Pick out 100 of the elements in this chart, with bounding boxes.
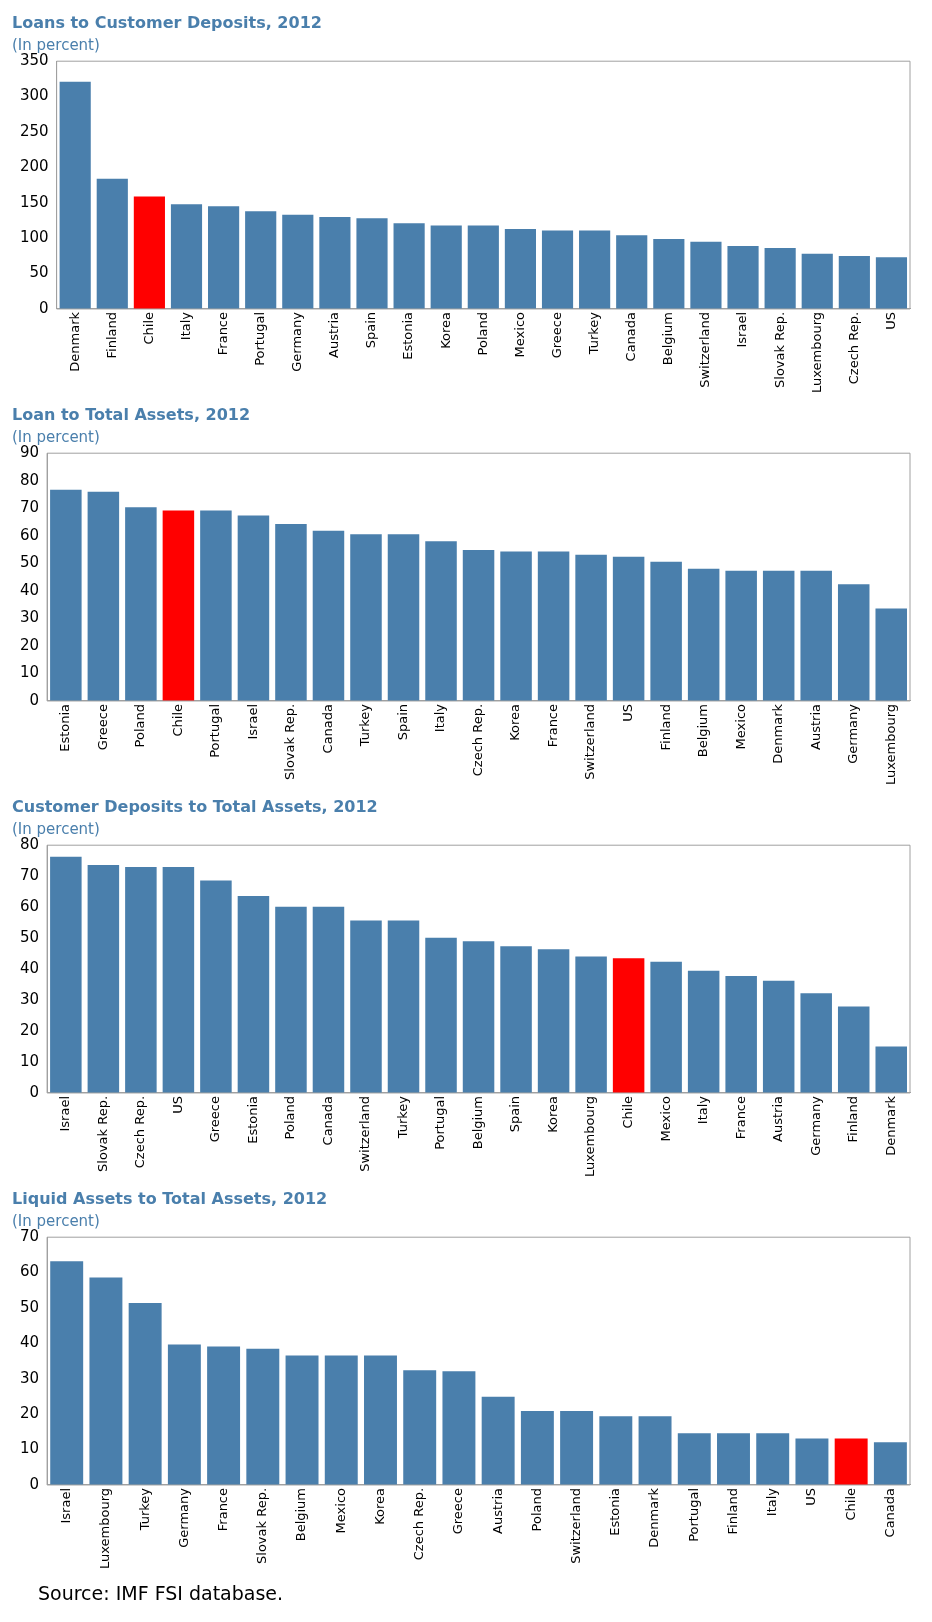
bar [579, 230, 611, 309]
x-tick-label: Slovak Rep. [771, 311, 787, 388]
x-tick-label: Korea [544, 1095, 560, 1133]
y-tick-label: 40 [19, 958, 40, 977]
bar [125, 507, 157, 701]
bar [650, 561, 682, 701]
bar [837, 584, 870, 701]
bar [364, 1355, 397, 1485]
x-tick-label: Czech Rep. [411, 1487, 427, 1561]
y-tick-label: 30 [19, 1368, 40, 1387]
x-tick-label: Chile [169, 703, 185, 737]
x-tick-label: Estonia [400, 311, 416, 360]
x-tick-label: Canada [319, 1095, 335, 1146]
bar [762, 980, 795, 1093]
bar [319, 216, 351, 309]
bar [207, 1346, 241, 1485]
x-tick-label: Portugal [207, 703, 223, 758]
bar [612, 958, 645, 1093]
bar [537, 551, 570, 701]
x-tick-label: Belgium [695, 703, 711, 758]
x-tick-label: Mexico [657, 1095, 673, 1142]
bar [245, 211, 277, 309]
x-tick-label: Spain [507, 1095, 523, 1133]
x-tick-label: France [732, 1095, 748, 1140]
x-tick-label: Austria [770, 1095, 786, 1142]
chart-title: Liquid Assets to Total Assets, 2012 [12, 1188, 328, 1208]
bar [89, 1277, 123, 1485]
bar [403, 1370, 437, 1485]
bar [800, 570, 832, 701]
x-tick-label: Slovak Rep. [254, 1487, 270, 1564]
x-tick-label: Switzerland [697, 311, 713, 388]
bar [275, 523, 307, 701]
bar [393, 223, 425, 309]
x-tick-label: Turkey [357, 703, 373, 748]
x-tick-label: Denmark [646, 1487, 662, 1548]
x-tick-label: US [619, 703, 635, 722]
bar [425, 541, 457, 701]
x-tick-label: Canada [319, 703, 335, 754]
x-tick-label: Switzerland [567, 1487, 583, 1564]
bar [873, 1442, 907, 1485]
x-tick-label: Italy [764, 1487, 780, 1517]
y-tick-label: 30 [19, 989, 40, 1008]
bar [481, 1396, 515, 1485]
x-tick-label: Mexico [732, 703, 748, 750]
y-tick-label: 10 [19, 1051, 40, 1070]
bar [616, 235, 648, 309]
bar [96, 178, 128, 309]
y-tick-label: 70 [19, 866, 40, 885]
bar [387, 534, 420, 701]
x-tick-label: Spain [363, 311, 379, 349]
x-tick-label: US [882, 311, 898, 330]
x-tick-label: Austria [807, 703, 823, 750]
bar [838, 255, 870, 309]
x-tick-label: Spain [394, 703, 410, 741]
y-tick-label: 100 [19, 228, 49, 247]
y-tick-label: 50 [19, 553, 40, 572]
y-tick-label: 0 [29, 1082, 40, 1101]
bar [312, 530, 345, 701]
x-tick-label: Korea [507, 703, 523, 741]
y-tick-label: 40 [19, 580, 40, 599]
bar [87, 865, 120, 1093]
bar [170, 204, 203, 309]
bar [800, 993, 832, 1093]
y-tick-label: 70 [19, 498, 40, 517]
x-tick-label: Israel [244, 703, 260, 740]
x-tick-label: Czech Rep. [845, 311, 861, 385]
bar [687, 970, 720, 1093]
bar [520, 1411, 554, 1485]
bar [87, 491, 120, 701]
y-tick-label: 40 [19, 1333, 40, 1352]
bar [717, 1433, 750, 1485]
bar [575, 554, 607, 701]
x-tick-label: Mexico [332, 1487, 348, 1534]
bar [462, 941, 495, 1093]
y-tick-label: 80 [19, 470, 40, 489]
chart-title: Loan to Total Assets, 2012 [12, 404, 251, 424]
x-tick-label: Belgium [293, 1487, 309, 1542]
x-tick-label: Turkey [136, 1487, 152, 1532]
bar [653, 238, 685, 309]
y-tick-label: 150 [19, 192, 49, 211]
y-tick-label: 200 [19, 157, 49, 176]
x-tick-label: Slovak Rep. [94, 1095, 110, 1172]
x-tick-label: Finland [103, 311, 119, 359]
bar [725, 975, 757, 1093]
bar [167, 1344, 201, 1485]
x-tick-label: Greece [94, 703, 110, 751]
x-tick-label: Canada [623, 311, 639, 362]
bar [764, 248, 796, 309]
bar [312, 906, 345, 1093]
bar [560, 1411, 594, 1485]
x-tick-label: Italy [177, 311, 193, 341]
x-tick-label: Portugal [685, 1487, 701, 1542]
bar [612, 556, 645, 701]
bar [756, 1433, 790, 1485]
bar [350, 534, 382, 701]
bar [237, 896, 270, 1093]
x-tick-label: Finland [657, 703, 673, 751]
x-tick-label: Poland [282, 1095, 298, 1140]
x-tick-label: France [214, 311, 230, 356]
x-tick-label: Chile [140, 311, 156, 345]
